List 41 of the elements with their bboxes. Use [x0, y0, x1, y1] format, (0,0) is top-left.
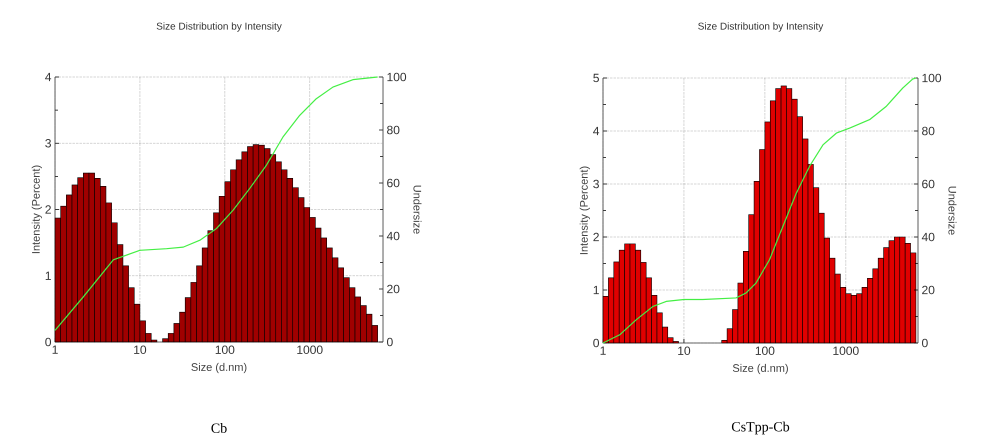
text: Cb	[211, 423, 227, 433]
y2-tick-label: 40	[386, 232, 400, 240]
y2-tick-label: 60	[387, 178, 400, 188]
x-tick-label: 10	[678, 346, 690, 356]
chart-title: Size Distribution by Intensity	[698, 22, 824, 32]
y2-tick-label: 20	[387, 284, 400, 294]
x-tick-label: 100	[756, 346, 774, 356]
y-tick-label: 4	[593, 126, 600, 136]
y2-tick-label: 100	[922, 74, 942, 82]
y2-axis-title: Undersize	[948, 186, 956, 235]
y2-tick-label: 80	[387, 126, 400, 134]
x-tick-label: 1	[52, 346, 58, 354]
y2-tick-label: 100	[387, 72, 406, 82]
chart-title: Size Distribution by Intensity	[156, 22, 282, 32]
y-tick-label: 0	[45, 338, 52, 346]
y-axis-title: Intensity (Percent)	[580, 166, 590, 254]
y2-tick-label: 40	[922, 232, 934, 242]
x-tick-label: 1000	[833, 346, 859, 356]
x-tick-label: 1000	[297, 346, 323, 354]
y2-axis-title: Undersize	[413, 186, 422, 234]
y2-tick-label: 20	[922, 286, 934, 294]
y2-tick-label: 0	[922, 338, 928, 348]
y-tick-label: 4	[45, 72, 52, 82]
y-tick-label: 1	[594, 286, 599, 294]
y2-tick-label: 0	[387, 338, 393, 346]
x-tick-label: 1	[600, 346, 606, 355]
y-tick-label: 3	[45, 139, 51, 148]
y-tick-label: 5	[593, 74, 599, 82]
x-axis-title: Size (d.nm)	[191, 362, 246, 374]
y2-tick-label: 60	[922, 180, 934, 188]
y-tick-label: 3	[593, 180, 599, 188]
y-tick-label: 2	[45, 205, 51, 214]
y-axis-title: Intensity (Percent)	[32, 166, 42, 254]
y-tick-label: 0	[593, 338, 600, 348]
y2-tick-label: 80	[922, 126, 934, 136]
y-tick-label: 1	[46, 272, 51, 280]
x-axis-title: Size (d.nm)	[732, 364, 788, 374]
x-tick-label: 100	[216, 346, 234, 354]
text: CsTpp-Cb	[732, 422, 790, 434]
x-tick-label: 10	[134, 346, 146, 354]
y-tick-label: 2	[593, 232, 599, 242]
